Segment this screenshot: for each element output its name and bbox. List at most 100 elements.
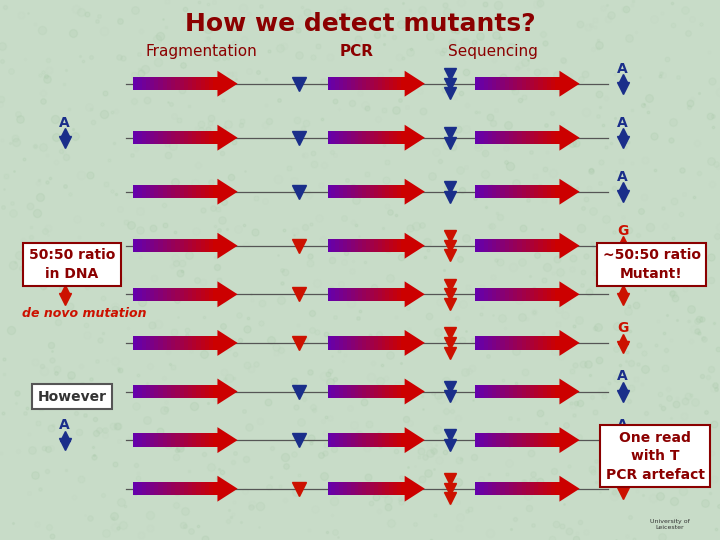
FancyArrow shape <box>480 185 485 198</box>
FancyArrow shape <box>559 379 580 404</box>
FancyArrow shape <box>518 77 522 90</box>
FancyArrow shape <box>492 433 497 447</box>
FancyArrow shape <box>213 239 218 252</box>
FancyArrow shape <box>546 131 552 144</box>
FancyArrow shape <box>163 336 168 350</box>
FancyArrow shape <box>146 433 150 447</box>
FancyArrow shape <box>197 131 202 144</box>
FancyArrow shape <box>555 185 560 198</box>
FancyArrow shape <box>505 239 510 252</box>
FancyArrow shape <box>150 185 155 198</box>
FancyArrow shape <box>488 287 492 301</box>
FancyArrow shape <box>370 433 374 447</box>
FancyArrow shape <box>543 77 547 90</box>
FancyArrow shape <box>534 433 539 447</box>
FancyArrow shape <box>204 239 210 252</box>
FancyArrow shape <box>158 482 163 496</box>
FancyArrow shape <box>146 336 150 350</box>
FancyArrow shape <box>197 336 202 350</box>
FancyArrow shape <box>138 77 143 90</box>
FancyArrow shape <box>551 287 556 301</box>
FancyArrow shape <box>201 185 205 198</box>
FancyArrow shape <box>505 287 510 301</box>
FancyArrow shape <box>405 281 425 307</box>
FancyArrow shape <box>192 433 197 447</box>
FancyArrow shape <box>480 131 485 144</box>
FancyArrow shape <box>374 131 379 144</box>
FancyArrow shape <box>370 77 374 90</box>
FancyArrow shape <box>505 185 510 198</box>
FancyArrow shape <box>343 433 348 447</box>
FancyArrow shape <box>500 336 505 350</box>
FancyArrow shape <box>359 482 363 496</box>
FancyArrow shape <box>405 476 425 502</box>
FancyArrow shape <box>362 185 366 198</box>
Text: de novo mutation: de novo mutation <box>22 307 146 320</box>
FancyArrow shape <box>217 427 238 453</box>
FancyArrow shape <box>339 482 343 496</box>
FancyArrow shape <box>546 433 552 447</box>
FancyArrow shape <box>366 433 371 447</box>
FancyArrow shape <box>484 384 489 399</box>
Text: A: A <box>618 418 628 432</box>
FancyArrow shape <box>343 185 348 198</box>
FancyArrow shape <box>154 77 159 90</box>
FancyArrow shape <box>339 185 343 198</box>
FancyArrow shape <box>513 384 518 399</box>
FancyArrow shape <box>331 131 336 144</box>
FancyArrow shape <box>484 433 489 447</box>
FancyArrow shape <box>393 239 397 252</box>
FancyArrow shape <box>213 287 218 301</box>
FancyArrow shape <box>184 287 189 301</box>
FancyArrow shape <box>167 336 172 350</box>
FancyArrow shape <box>530 433 535 447</box>
FancyArrow shape <box>351 433 355 447</box>
FancyArrow shape <box>336 336 340 350</box>
FancyArrow shape <box>397 433 402 447</box>
FancyArrow shape <box>521 384 526 399</box>
FancyArrow shape <box>401 185 405 198</box>
FancyArrow shape <box>150 77 155 90</box>
FancyArrow shape <box>496 482 501 496</box>
FancyArrow shape <box>518 185 522 198</box>
FancyArrow shape <box>488 482 492 496</box>
FancyArrow shape <box>347 287 351 301</box>
FancyArrow shape <box>405 125 425 151</box>
FancyArrow shape <box>354 239 359 252</box>
FancyArrow shape <box>390 433 394 447</box>
FancyArrow shape <box>328 131 332 144</box>
FancyArrow shape <box>154 384 159 399</box>
FancyArrow shape <box>526 287 531 301</box>
FancyArrow shape <box>328 384 332 399</box>
FancyArrow shape <box>488 336 492 350</box>
FancyArrow shape <box>201 336 205 350</box>
FancyArrow shape <box>197 482 202 496</box>
FancyArrow shape <box>374 433 379 447</box>
FancyArrow shape <box>526 239 531 252</box>
FancyArrow shape <box>154 131 159 144</box>
FancyArrow shape <box>204 287 210 301</box>
FancyArrow shape <box>184 482 189 496</box>
FancyArrow shape <box>133 336 138 350</box>
FancyArrow shape <box>370 384 374 399</box>
FancyArrow shape <box>393 384 397 399</box>
FancyArrow shape <box>359 336 363 350</box>
FancyArrow shape <box>184 131 189 144</box>
Text: A: A <box>618 62 628 76</box>
FancyArrow shape <box>167 433 172 447</box>
FancyArrow shape <box>521 77 526 90</box>
FancyArrow shape <box>167 384 172 399</box>
FancyArrow shape <box>343 239 348 252</box>
FancyArrow shape <box>513 239 518 252</box>
FancyArrow shape <box>142 433 147 447</box>
FancyArrow shape <box>204 433 210 447</box>
FancyArrow shape <box>534 239 539 252</box>
FancyArrow shape <box>374 287 379 301</box>
FancyArrow shape <box>192 336 197 350</box>
FancyArrow shape <box>492 239 497 252</box>
FancyArrow shape <box>488 185 492 198</box>
Text: A: A <box>60 116 70 130</box>
FancyArrow shape <box>543 287 547 301</box>
FancyArrow shape <box>496 433 501 447</box>
FancyArrow shape <box>362 131 366 144</box>
